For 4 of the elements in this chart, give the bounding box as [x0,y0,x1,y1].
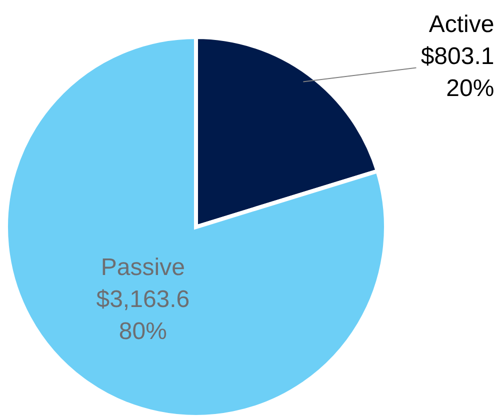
data-label: $803.1 20% [420,42,494,102]
slice-label: Passive [100,254,185,281]
slice-label: Active [428,10,494,38]
data-label: $3,163.6 80% [96,286,190,345]
